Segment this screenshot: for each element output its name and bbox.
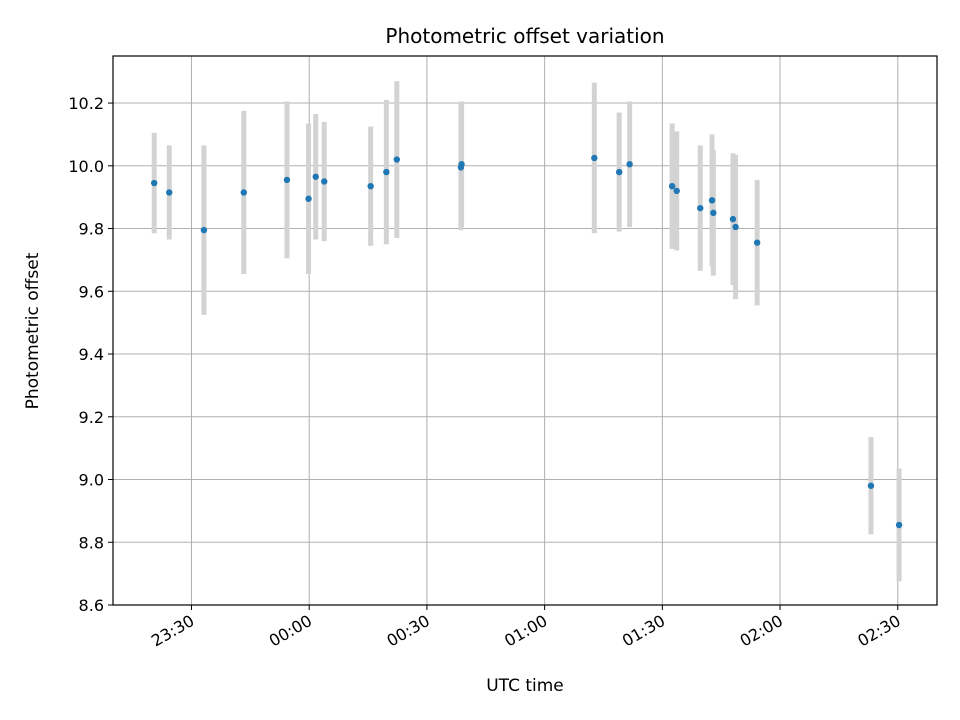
data-point <box>200 226 208 234</box>
y-tick-label: 9.8 <box>79 220 104 239</box>
data-point <box>458 161 465 168</box>
x-tick-label: 00:00 <box>266 611 315 651</box>
x-tick-label: 02:00 <box>737 611 786 651</box>
y-tick-label: 9.2 <box>79 408 104 427</box>
data-point <box>732 223 739 231</box>
y-tick-label: 8.8 <box>79 533 104 552</box>
y-tick-label: 9.0 <box>79 471 104 490</box>
data-point <box>312 173 319 180</box>
x-axis-ticks: 23:30 00:00 00:30 01:00 01:30 02:00 02:30 <box>148 605 904 651</box>
data-point <box>626 161 633 168</box>
y-tick-label: 10.2 <box>68 94 104 113</box>
data-point <box>283 176 291 184</box>
data-point <box>895 521 903 529</box>
x-tick-label: 02:30 <box>854 611 903 651</box>
y-tick-label: 9.6 <box>79 282 104 301</box>
data-point <box>867 482 875 489</box>
data-point <box>591 154 598 162</box>
data-point <box>673 187 680 195</box>
data-point <box>240 189 247 196</box>
plot-frame <box>112 55 938 606</box>
data-point <box>753 239 761 246</box>
data-points <box>151 154 903 529</box>
x-axis-title: UTC time <box>486 676 564 696</box>
data-point <box>166 189 173 196</box>
y-axis-title: Photometric offset <box>23 252 43 409</box>
data-point <box>729 215 737 223</box>
data-point <box>367 182 374 190</box>
chart-title: Photometric offset variation <box>385 24 664 48</box>
y-tick-label: 10.0 <box>68 157 104 176</box>
data-point <box>668 182 676 190</box>
x-tick-label: 01:30 <box>619 611 668 651</box>
y-axis-ticks: 8.6 8.8 9.0 9.2 9.4 9.6 9.8 10.0 10.2 <box>68 94 113 615</box>
x-tick-label: 23:30 <box>148 611 197 651</box>
data-point <box>151 179 158 187</box>
data-point <box>697 204 704 212</box>
data-point <box>710 209 717 217</box>
data-point <box>393 156 401 163</box>
data-point <box>321 178 328 185</box>
y-tick-label: 8.6 <box>79 596 104 615</box>
data-point <box>305 195 312 202</box>
grid-lines <box>113 56 937 606</box>
y-tick-label: 9.4 <box>79 345 104 364</box>
x-tick-label: 01:00 <box>501 611 550 651</box>
data-point <box>383 168 390 176</box>
data-point <box>708 197 716 204</box>
data-point <box>615 168 623 176</box>
x-tick-label: 00:30 <box>383 611 432 651</box>
error-bars <box>151 81 902 582</box>
